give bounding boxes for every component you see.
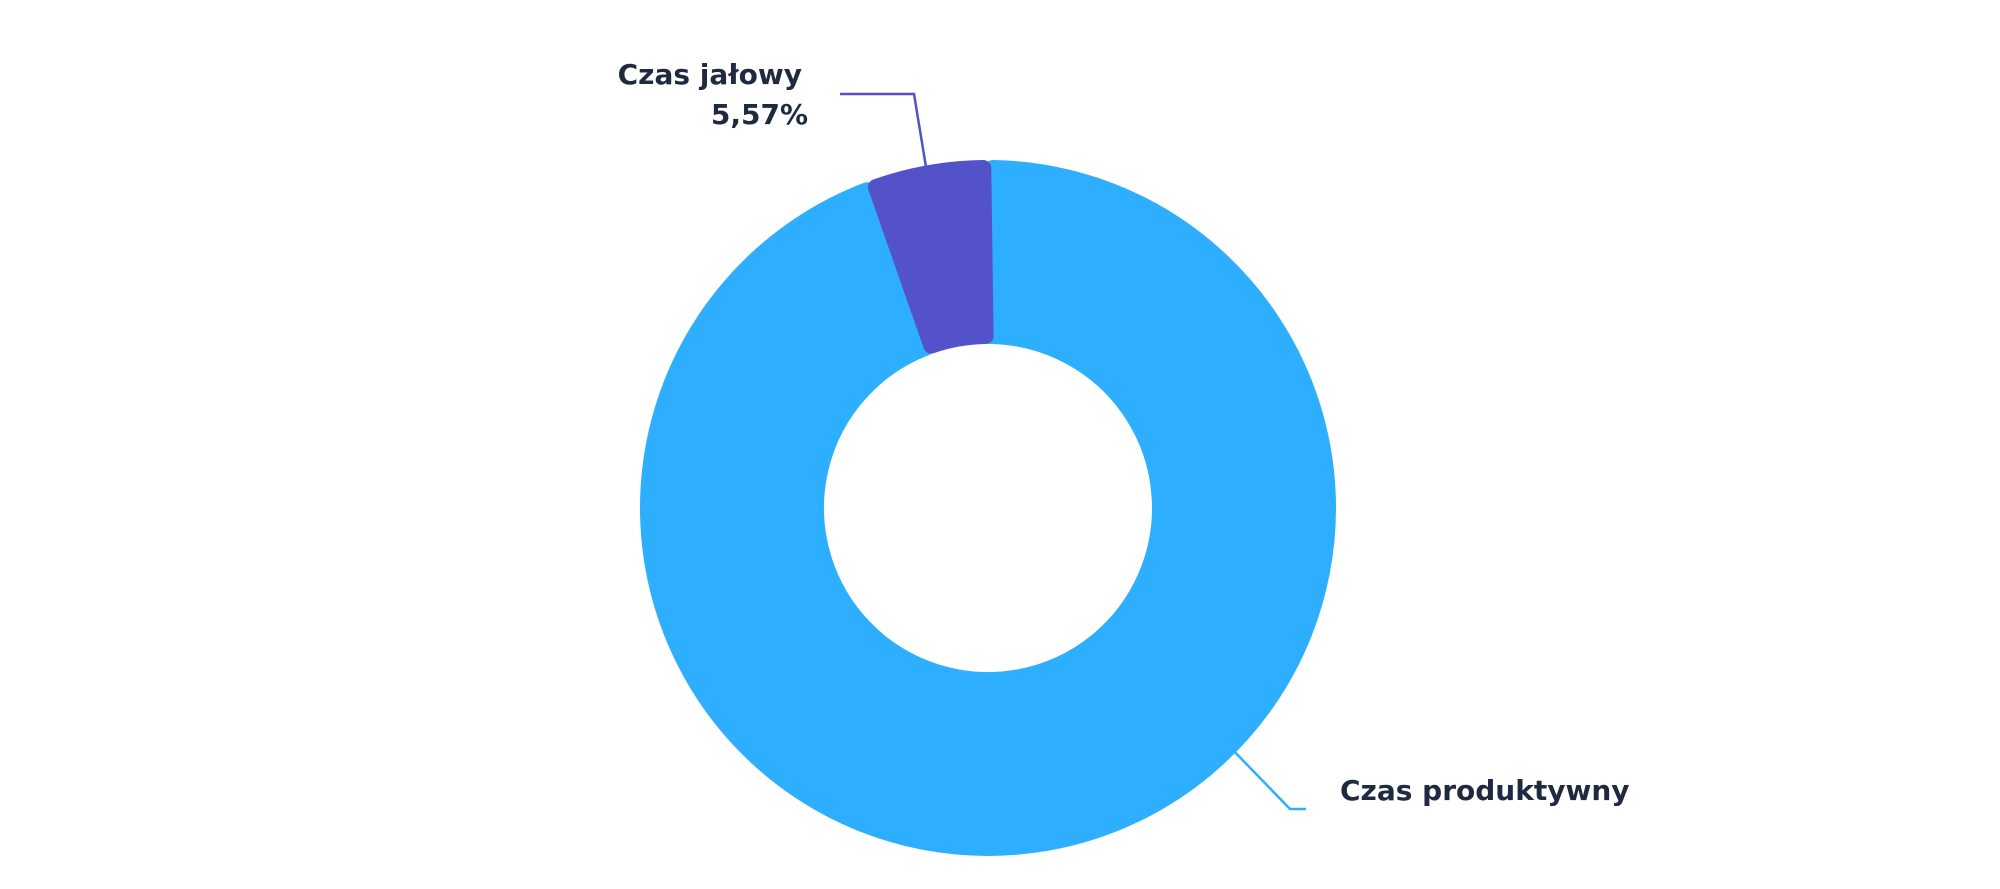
slice-label-czas-produktywny: Czas produktywny [1340,774,1630,807]
slice-value-czas-jalowy: 5,57% [711,98,808,131]
leader-line-czas-produktywny [1227,744,1306,811]
leader-lines-layer [840,92,1306,811]
slice-label-czas-jalowy: Czas jałowy [618,58,802,91]
slice-czas-jalowy [867,160,994,354]
slice-czas-produktywny [640,160,1336,856]
slices-layer [640,160,1336,856]
leader-line-czas-jalowy [840,92,928,168]
